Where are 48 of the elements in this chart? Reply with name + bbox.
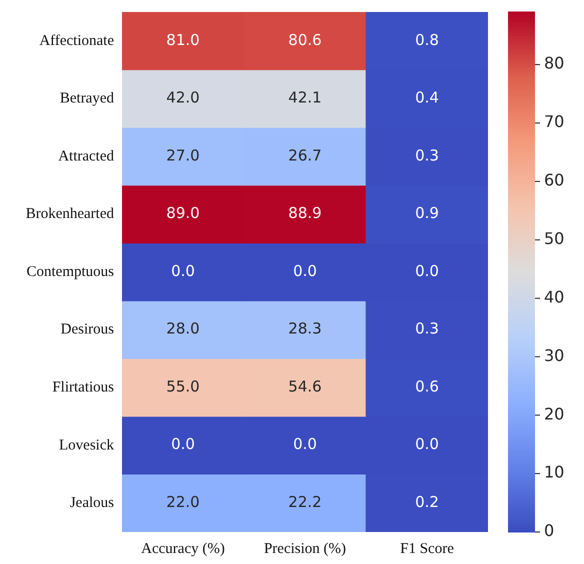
x-tick-label: Accuracy (%) [141, 540, 225, 557]
y-tick-label: Affectionate [39, 32, 114, 49]
data-label: 22.0 [166, 493, 200, 511]
data-label: 42.0 [166, 88, 200, 107]
data-label: 0.9 [415, 204, 439, 222]
data-label: 88.9 [288, 204, 322, 222]
data-label: 0.0 [293, 435, 317, 454]
y-tick-label: Jealous [70, 495, 114, 512]
color-bar-label: 80 [544, 54, 564, 73]
data-label: 0.0 [293, 262, 317, 280]
y-tick-label: Betrayed [60, 90, 114, 107]
data-label: 81.0 [166, 30, 200, 49]
data-label: 42.1 [288, 88, 322, 107]
data-label: 0.3 [415, 146, 439, 164]
y-tick-label: Lovesick [59, 437, 114, 454]
color-bar-label: 40 [544, 287, 564, 306]
data-label: 54.6 [288, 377, 322, 396]
color-bar-label: 10 [544, 462, 564, 482]
color-bar-label: 60 [544, 170, 564, 190]
data-label: 0.0 [171, 262, 195, 280]
y-tick-label: Flirtatious [52, 379, 114, 396]
data-label: 0.0 [415, 435, 439, 454]
data-label: 55.0 [166, 377, 200, 396]
data-label: 27.0 [166, 146, 200, 164]
x-tick-label: Precision (%) [264, 540, 346, 557]
color-bar-label: 30 [544, 346, 564, 365]
data-label: 28.3 [288, 320, 322, 338]
data-label: 0.6 [415, 377, 439, 396]
data-label: 0.3 [415, 320, 439, 338]
data-label: 0.0 [415, 262, 439, 280]
y-tick-label: Brokenhearted [26, 206, 114, 222]
color-bar-label: 50 [544, 229, 564, 248]
data-label: 26.7 [288, 146, 322, 164]
y-tick-label: Desirous [60, 322, 114, 338]
y-tick-label: Contemptuous [26, 264, 114, 280]
data-label: 0.8 [415, 30, 439, 49]
color-bar-label: 20 [544, 404, 564, 424]
data-label: 0.4 [415, 88, 439, 107]
color-bar-label: 0 [544, 521, 554, 540]
data-label: 0.0 [171, 435, 195, 454]
color-bar-label: 70 [544, 112, 564, 132]
x-tick-label: F1 Score [400, 540, 454, 557]
data-label: 0.2 [415, 493, 439, 511]
data-label: 22.2 [288, 493, 322, 511]
data-label: 28.0 [166, 320, 200, 338]
data-label: 80.6 [288, 30, 322, 49]
y-tick-label: Attracted [58, 148, 114, 164]
data-label: 89.0 [166, 204, 200, 222]
